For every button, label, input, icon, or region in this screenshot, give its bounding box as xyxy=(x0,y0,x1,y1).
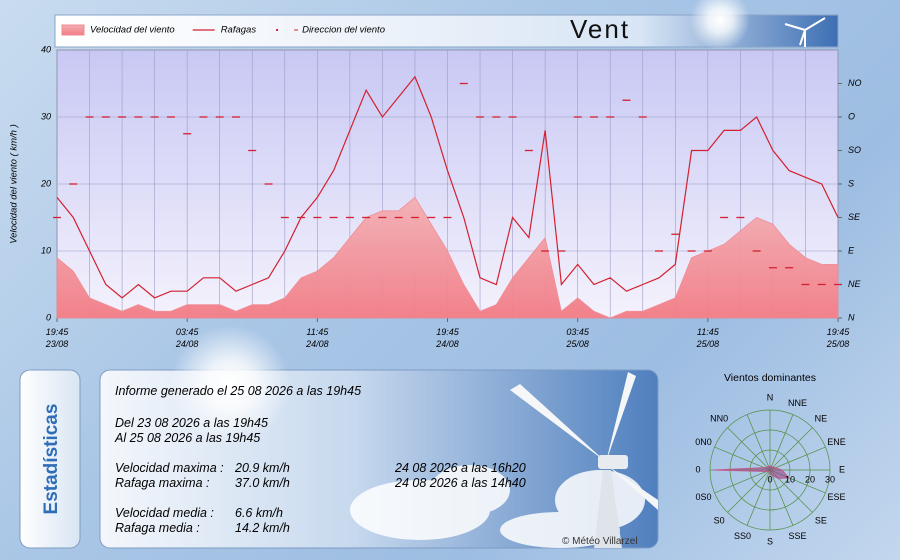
rose-direction-label: ENE xyxy=(827,437,846,447)
rose-direction-label: SE xyxy=(815,515,827,525)
report-generated: Informe generado el 25 08 2026 a las 19h… xyxy=(115,384,362,398)
stats-cell: 24 08 2026 a las 16h20 xyxy=(395,461,526,475)
rose-direction-label: NNE xyxy=(788,398,807,408)
y-tick-label: 20 xyxy=(40,178,51,188)
y2-tick-label: N xyxy=(848,312,855,322)
stats-title: Estadísticas xyxy=(41,404,62,515)
x-tick-label: 03:45 24/08 xyxy=(175,327,199,349)
y2-tick-label: NE xyxy=(848,279,861,289)
rose-title: Vientos dominantes xyxy=(724,372,816,384)
copyright: © Météo Villarzel xyxy=(562,536,638,547)
rose-spoke xyxy=(746,469,771,526)
rose-tick-label: 30 xyxy=(825,474,835,484)
legend-item: Velocidad del viento xyxy=(61,24,175,36)
legend-swatch xyxy=(61,24,85,36)
y-axis-title: Velocidad del viento ( km/h ) xyxy=(9,124,20,244)
x-tick-label: 19:45 25/08 xyxy=(826,327,850,349)
stats-cell: 24 08 2026 a las 14h40 xyxy=(395,476,526,490)
rose-spoke xyxy=(769,427,813,471)
header-title: Vent xyxy=(570,14,630,44)
wind-rose: Vientos dominantes 0 10 20 30 N NNE NE ENE E ESE SE… xyxy=(695,372,846,547)
legend-label: Velocidad del viento xyxy=(90,25,175,36)
y2-tick-label: SE xyxy=(848,212,861,222)
rose-spoke xyxy=(746,414,771,471)
legend-label: Direccion del viento xyxy=(302,25,385,36)
stats-cell: 37.0 km/h xyxy=(235,476,290,490)
windmill xyxy=(510,372,658,548)
rose-direction-label: S xyxy=(767,536,773,546)
panel-sun xyxy=(170,325,290,445)
rose-direction-label: NE xyxy=(815,413,828,423)
rose-direction-label: N xyxy=(767,392,774,402)
stats-side-panel xyxy=(19,369,81,549)
rose-spoke xyxy=(769,446,826,471)
stats-cell: Rafaga media : xyxy=(115,521,200,535)
rose-direction-label: 0S0 xyxy=(695,492,711,502)
y2-tick-label: S xyxy=(848,178,854,188)
speed-area xyxy=(56,196,839,319)
rose-spoke xyxy=(769,469,794,526)
rose-direction-label: 0 xyxy=(695,464,700,474)
x-tick-label: 03:45 25/08 xyxy=(566,327,589,349)
rose-spoke xyxy=(714,446,771,471)
rose-tick-label: 0 xyxy=(767,474,772,484)
legend-swatch xyxy=(276,29,279,31)
y-tick-label: 10 xyxy=(41,245,51,255)
stats-cell: 14.2 km/h xyxy=(235,521,290,535)
y2-tick-label: O xyxy=(848,111,855,121)
report-from: Del 23 08 2026 a las 19h45 xyxy=(115,416,268,430)
stats-cell: Velocidad maxima : xyxy=(115,461,224,475)
rose-direction-label: S0 xyxy=(714,515,725,525)
sun-glow xyxy=(690,0,750,50)
rose-direction-label: E xyxy=(839,464,845,474)
legend-item: Rafagas xyxy=(192,25,257,36)
rose-spoke xyxy=(769,414,794,471)
rose-direction-label: NN0 xyxy=(710,413,728,423)
stats-cell: 6.6 km/h xyxy=(235,506,283,520)
rose-spoke xyxy=(714,469,771,494)
windmill-icon xyxy=(784,17,826,47)
plot-layer: 0 10 20 30 40 N NE E SE S SO O NO xyxy=(40,44,862,322)
legend-item: Direccion del viento xyxy=(276,25,385,36)
gust-line xyxy=(56,75,839,299)
rose-direction-label: SS0 xyxy=(734,531,751,541)
x-tick-label: 11:45 25/08 xyxy=(696,327,720,349)
rose-shape xyxy=(713,465,790,479)
y2-tick-label: SO xyxy=(848,145,861,155)
report-to: Al 25 08 2026 a las 19h45 xyxy=(115,431,261,445)
y-tick-label: 30 xyxy=(41,111,51,121)
y-tick-label: 40 xyxy=(41,44,51,54)
legend-label: Rafagas xyxy=(221,25,257,36)
y2-tick-label: NO xyxy=(848,78,862,88)
stats-cell: Rafaga maxima : xyxy=(115,476,210,490)
rose-direction-label: 0N0 xyxy=(695,437,712,447)
stats-cell: Velocidad media : xyxy=(115,506,214,520)
rose-spoke xyxy=(727,427,771,471)
rose-tick-label: 10 xyxy=(785,474,795,484)
x-tick-label: 11:45 24/08 xyxy=(306,327,329,349)
rose-tick-label: 20 xyxy=(805,474,815,484)
y-tick-label: 0 xyxy=(46,312,51,322)
rose-direction-label: SSE xyxy=(789,531,807,541)
rose-direction-label: ESE xyxy=(828,492,846,502)
x-tick-label: 19:45 23/08 xyxy=(45,327,69,349)
rose-spoke xyxy=(727,469,771,513)
y2-tick-label: E xyxy=(848,245,855,255)
stats-cell: 20.9 km/h xyxy=(235,461,290,475)
x-tick-label: 19:45 24/08 xyxy=(436,327,459,349)
